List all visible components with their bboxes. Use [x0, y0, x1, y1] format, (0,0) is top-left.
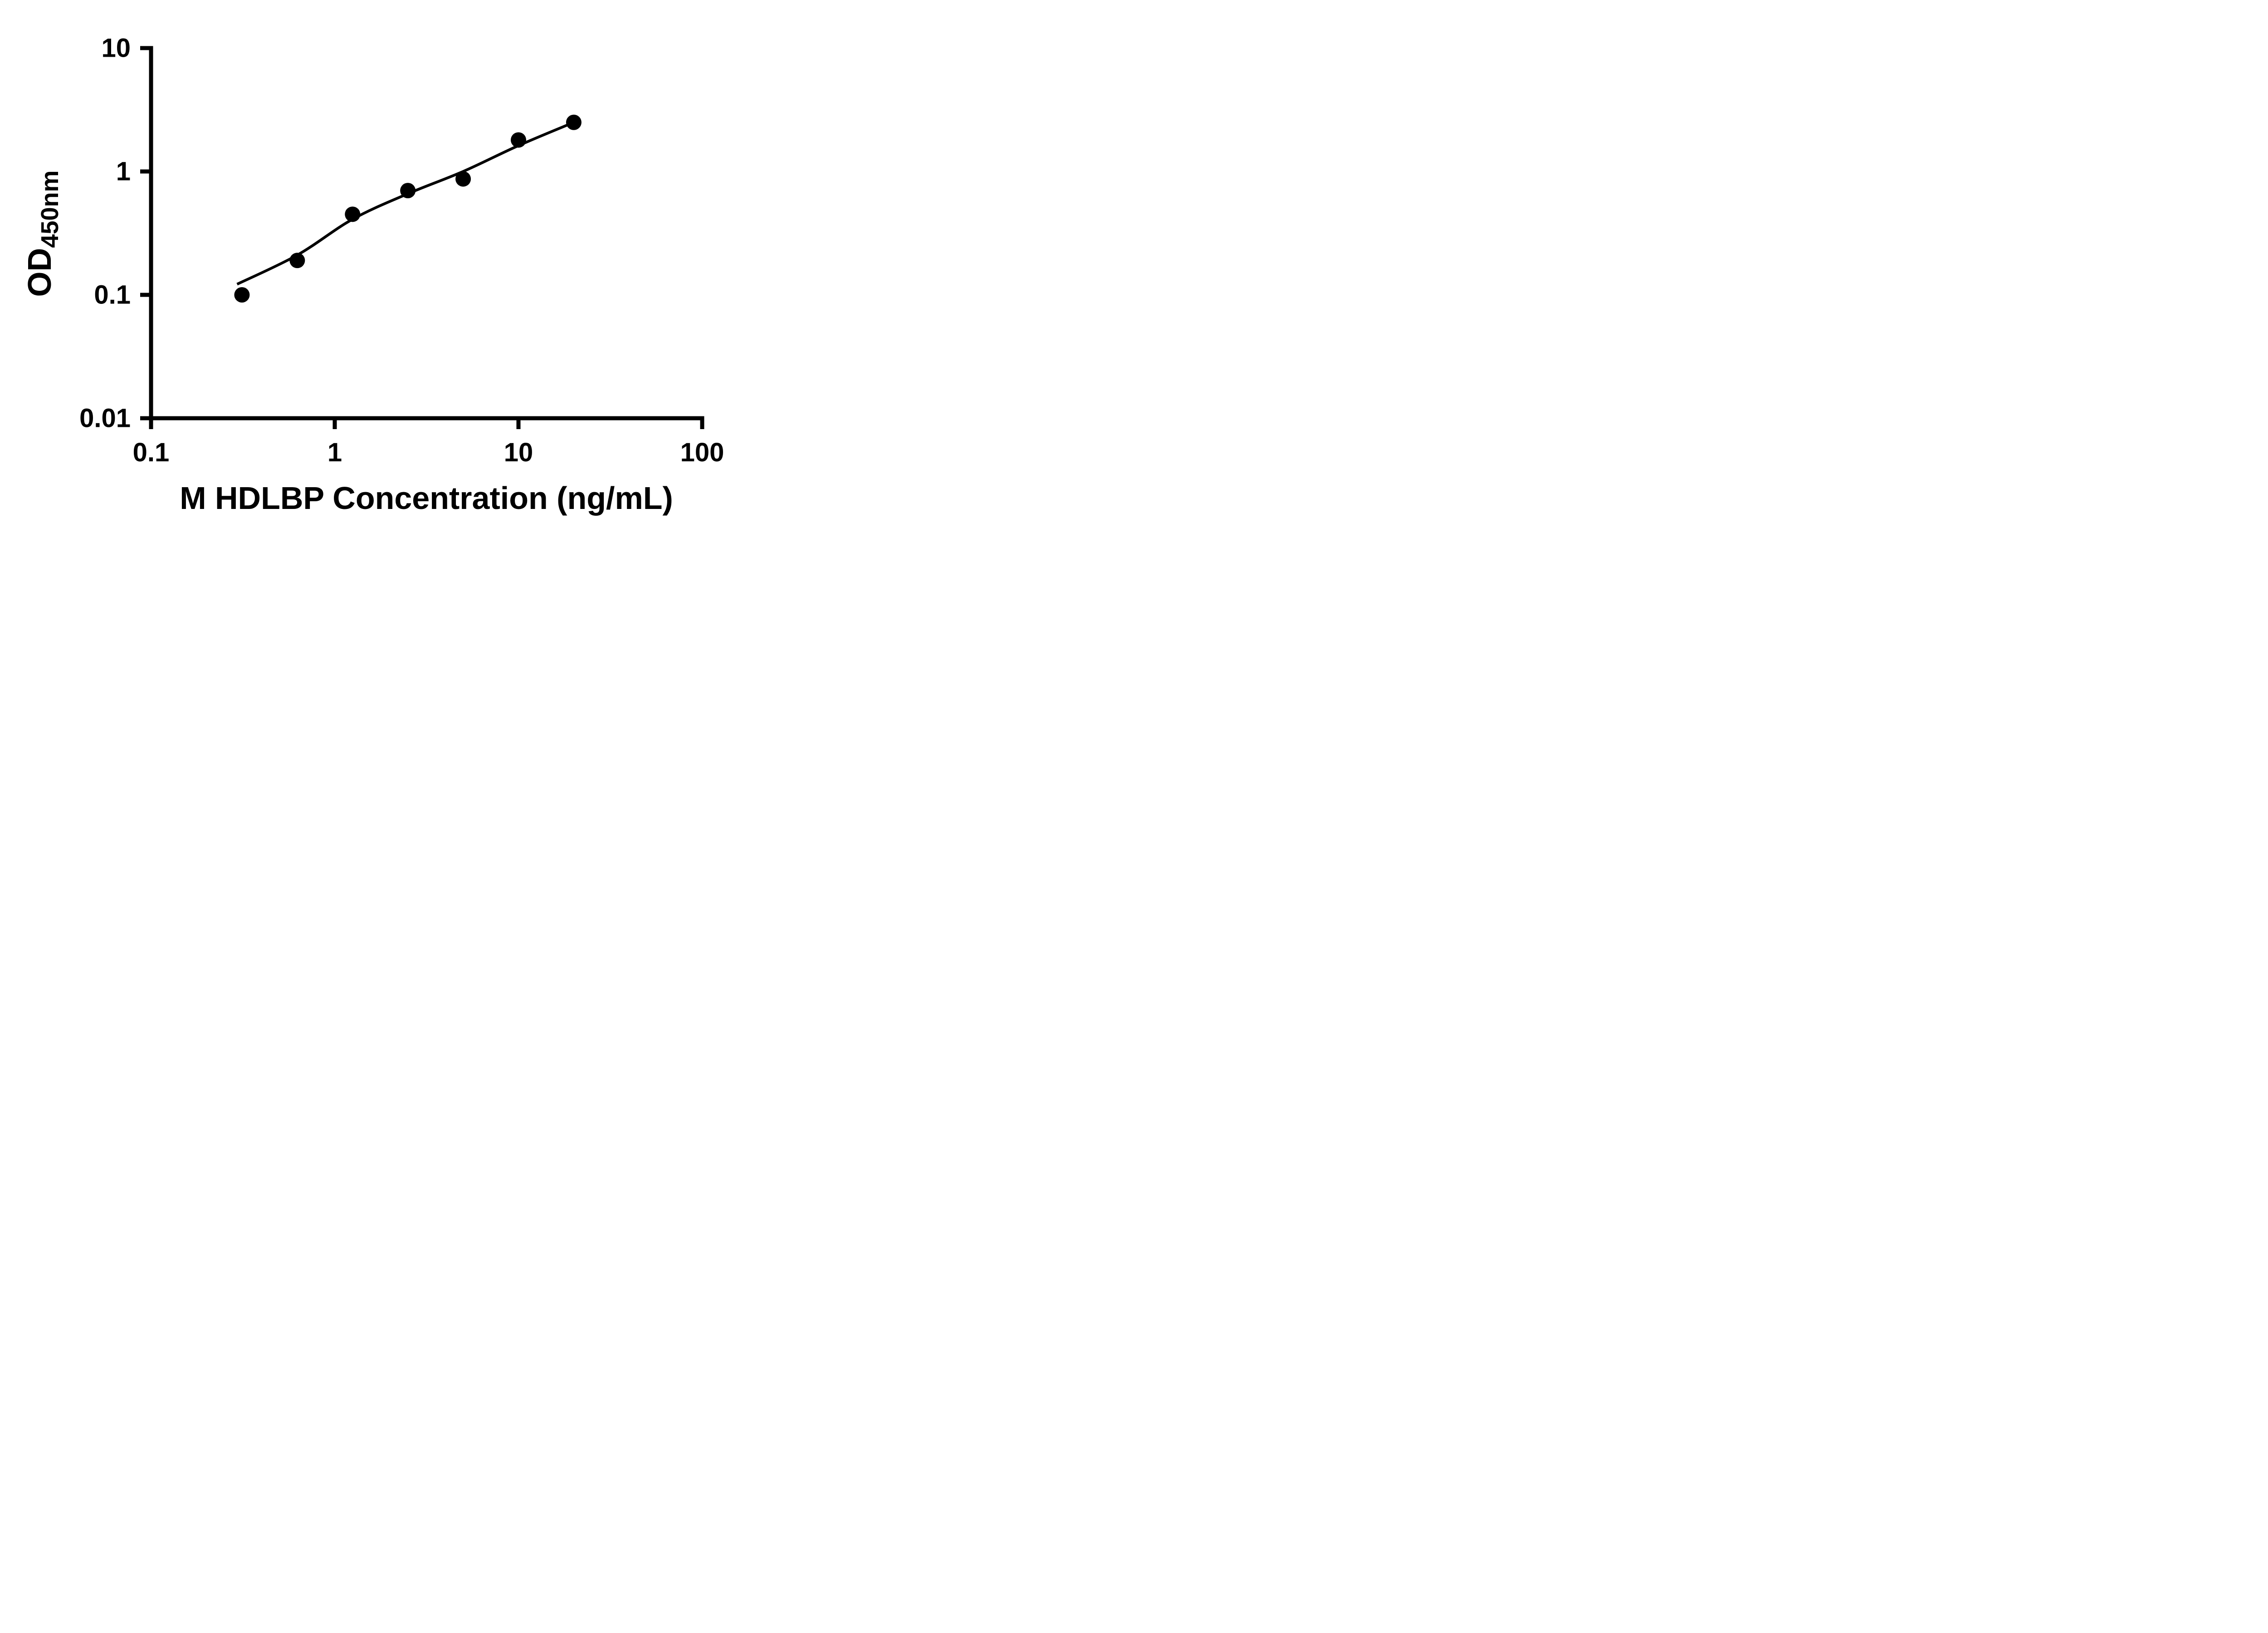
data-point: [566, 114, 582, 130]
data-point: [511, 132, 526, 148]
x-tick-label: 1: [327, 438, 342, 467]
y-tick-label: 1: [116, 157, 131, 186]
y-axis-title-sub: 450nm: [36, 170, 64, 248]
data-point: [234, 287, 250, 303]
data-point: [289, 253, 305, 269]
y-axis-title: OD450nm: [22, 170, 64, 297]
x-axis-title: M HDLBP Concentration (ng/mL): [180, 480, 673, 516]
x-tick-label: 0.1: [133, 438, 170, 467]
data-point: [345, 206, 361, 222]
x-tick-label: 10: [504, 438, 533, 467]
data-point: [455, 171, 471, 187]
elisa-standard-curve-figure: 0.1 1 10 100 0.01 0.1 1 10 M HDLBP Concentratio…: [0, 0, 777, 544]
y-axis-title-main: OD: [22, 248, 58, 297]
fit-curve: [236, 121, 575, 286]
x-tick-label: 100: [680, 438, 724, 467]
data-point: [400, 183, 416, 199]
y-tick-label: 0.01: [79, 404, 131, 433]
y-tick-label: 10: [101, 34, 131, 63]
y-tick-label: 0.1: [94, 280, 131, 310]
